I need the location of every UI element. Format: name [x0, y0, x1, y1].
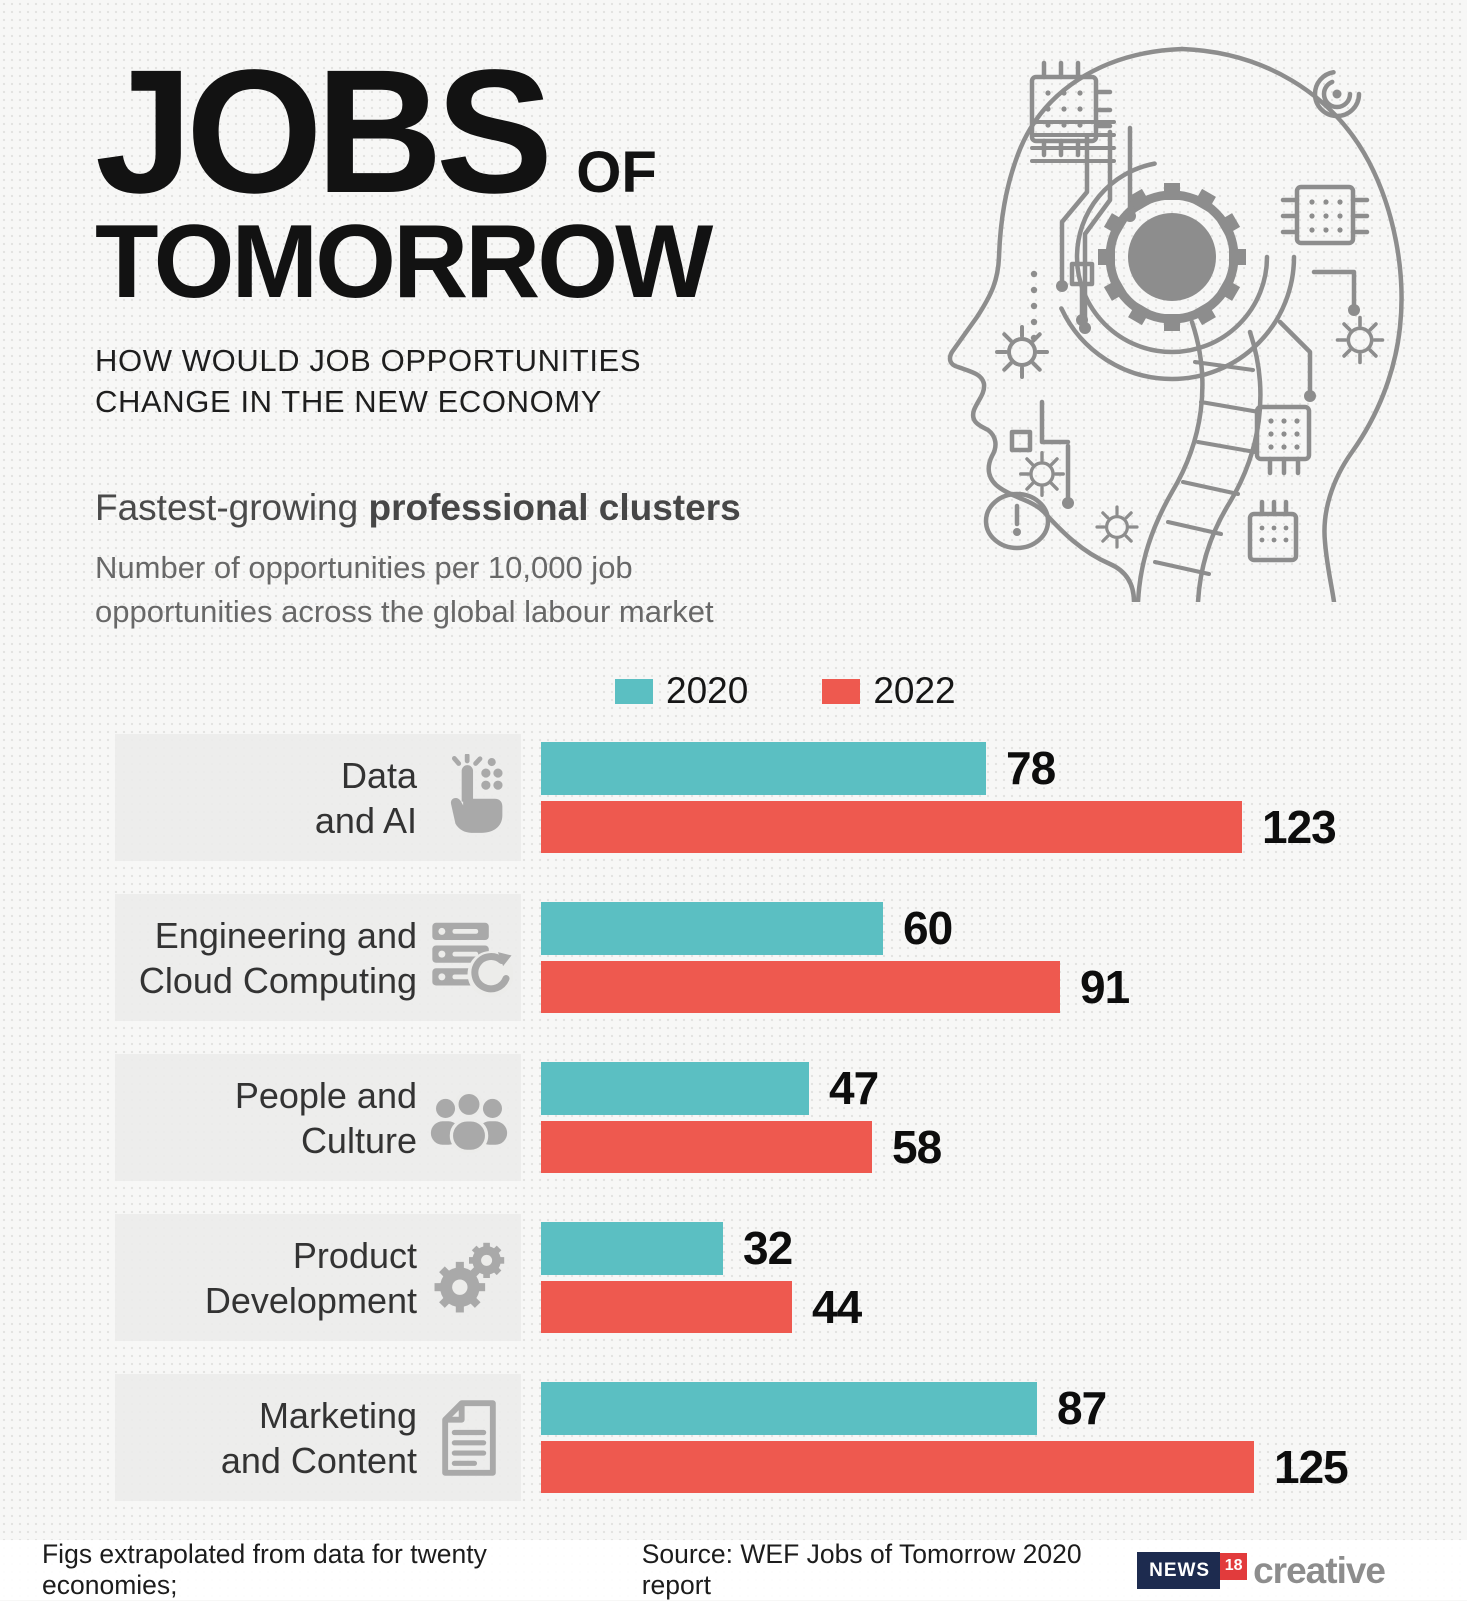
bar-value: 47: [829, 1062, 879, 1115]
legend-swatch-2022: [822, 678, 861, 704]
bar-chart: Data and AI 78 123 Engineering and Cloud C…: [0, 734, 1467, 1542]
chart-subtitle-line2: opportunities across the global labour m…: [95, 594, 714, 629]
row-icon: [417, 754, 521, 842]
bar-pair: 47 58: [541, 1062, 942, 1173]
bar: [541, 800, 1242, 853]
creative-wordmark: creative: [1253, 1549, 1386, 1591]
chart-title-regular: Fastest-growing: [95, 487, 369, 528]
chart-subtitle: Number of opportunities per 10,000 job o…: [95, 546, 741, 634]
news18-logo-news: NEWS: [1137, 1551, 1221, 1589]
legend-item-2020: 2020: [615, 670, 748, 712]
footer-source: Source: WEF Jobs of Tomorrow 2020 report: [641, 1539, 1082, 1600]
bar-value: 123: [1262, 800, 1337, 853]
bar-line-2020: 60: [541, 902, 1129, 955]
bar: [541, 902, 883, 955]
row-label-box: Data and AI: [115, 734, 521, 861]
bar-value: 60: [903, 902, 953, 955]
bar-line-2020: 32: [541, 1222, 861, 1275]
row-label-box: People and Culture: [115, 1054, 521, 1181]
bar-line-2020: 87: [541, 1382, 1348, 1435]
server-sync-icon: [425, 914, 513, 1002]
row-label-box: Product Development: [115, 1214, 521, 1341]
bar: [541, 1280, 792, 1333]
chart-row-product-development: Product Development 32 44: [0, 1214, 1467, 1341]
legend-item-2022: 2022: [822, 670, 956, 712]
chart-title: Fastest-growing professional clusters: [95, 487, 741, 529]
bar: [541, 1440, 1254, 1493]
bar-line-2022: 44: [541, 1280, 862, 1333]
title-block: JOBS OF TOMORROW HOW WOULD JOB OPPORTUNI…: [95, 34, 713, 422]
document-icon: [425, 1394, 513, 1482]
news18-logo-18: 18: [1220, 1552, 1248, 1580]
chart-title-bold: professional clusters: [368, 487, 741, 528]
row-label: Marketing and Content: [220, 1394, 417, 1481]
legend-label-2020: 2020: [666, 670, 749, 711]
gears-icon: [425, 1234, 513, 1322]
bar: [541, 742, 986, 795]
page-subtitle-line2: CHANGE IN THE NEW ECONOMY: [95, 383, 603, 419]
chart-row-data-and-ai: Data and AI 78 123: [0, 734, 1467, 861]
bar-line-2020: 78: [541, 742, 1336, 795]
chart-legend: 2020 2022: [615, 670, 956, 712]
bar-line-2022: 91: [541, 960, 1130, 1013]
legend-label-2022: 2022: [873, 670, 956, 711]
chart-row-people-and-culture: People and Culture 47 58: [0, 1054, 1467, 1181]
news18-creative-logo: NEWS 18 creative: [1137, 1549, 1386, 1591]
row-label: Engineering and Cloud Computing: [138, 914, 417, 1001]
page-title-second: TOMORROW: [95, 203, 713, 320]
bar: [541, 1120, 872, 1173]
bar-value: 32: [743, 1222, 793, 1275]
footer-note: Figs extrapolated from data for twenty e…: [42, 1539, 487, 1600]
bar: [541, 960, 1060, 1013]
bar: [541, 1222, 723, 1275]
page-subtitle-line1: HOW WOULD JOB OPPORTUNITIES: [95, 342, 642, 378]
row-icon: [417, 1234, 521, 1322]
chart-subtitle-line1: Number of opportunities per 10,000 job: [95, 550, 633, 585]
row-label: Data and AI: [314, 754, 417, 841]
bar-value: 58: [892, 1120, 942, 1173]
bar: [541, 1062, 809, 1115]
tap-icon: [425, 754, 513, 842]
chart-row-engineering-and-cloud-computing: Engineering and Cloud Computing 60 91: [0, 894, 1467, 1021]
bar-pair: 32 44: [541, 1222, 862, 1333]
row-label: People and Culture: [234, 1074, 417, 1161]
bar-pair: 87 125: [541, 1382, 1349, 1493]
bar-value: 44: [812, 1280, 862, 1333]
bar-value: 78: [1006, 742, 1056, 795]
row-icon: [417, 1074, 521, 1162]
bar-value: 125: [1274, 1440, 1349, 1493]
bar-line-2022: 58: [541, 1120, 942, 1173]
row-icon: [417, 914, 521, 1002]
page-title-of: OF: [576, 140, 657, 205]
row-label-box: Marketing and Content: [115, 1374, 521, 1501]
section-block: Fastest-growing professional clusters Nu…: [95, 487, 741, 634]
circuit-head-illustration: [882, 22, 1422, 605]
bar-value: 87: [1057, 1382, 1107, 1435]
bar-pair: 78 123: [541, 742, 1337, 853]
bar-pair: 60 91: [541, 902, 1130, 1013]
bar-line-2022: 125: [541, 1440, 1349, 1493]
title-row: JOBS OF: [95, 34, 710, 230]
bar: [541, 1382, 1037, 1435]
footer: Figs extrapolated from data for twenty e…: [0, 1539, 1467, 1600]
people-group-icon: [425, 1074, 513, 1162]
bar-line-2020: 47: [541, 1062, 941, 1115]
news18-logo: NEWS 18: [1137, 1551, 1248, 1589]
row-icon: [417, 1394, 521, 1482]
chart-row-marketing-and-content: Marketing and Content 87 125: [0, 1374, 1467, 1501]
bar-line-2022: 123: [541, 800, 1337, 853]
legend-swatch-2020: [615, 678, 653, 704]
page-subtitle: HOW WOULD JOB OPPORTUNITIES CHANGE IN TH…: [95, 340, 710, 422]
row-label: Product Development: [204, 1234, 417, 1321]
circuit-head-svg: [947, 46, 1404, 605]
page-title-main: JOBS: [95, 34, 553, 230]
bar-value: 91: [1080, 960, 1130, 1013]
row-label-box: Engineering and Cloud Computing: [115, 894, 521, 1021]
